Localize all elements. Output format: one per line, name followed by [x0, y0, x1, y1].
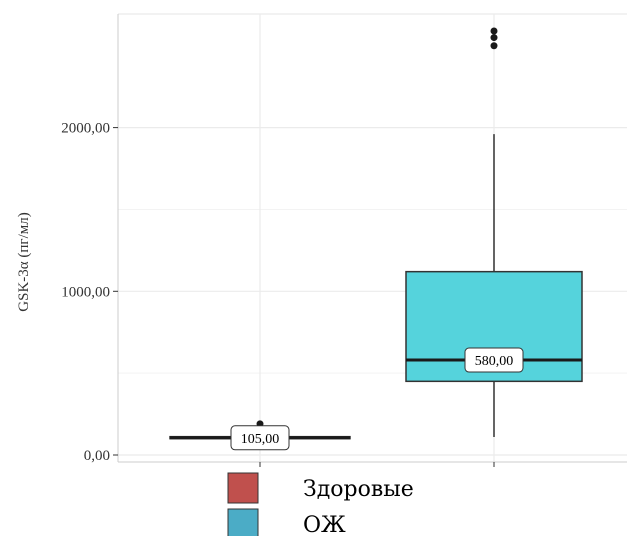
legend: Здоровые ОЖ [227, 472, 414, 536]
y-tick-label: 1000,00 [61, 284, 110, 300]
median-label-box [464, 347, 524, 373]
legend-swatch [227, 508, 259, 536]
legend-label: Здоровые [303, 477, 414, 502]
box-group: 105,00 [169, 420, 351, 451]
y-axis-title: GSK-3α (пг/мл) [16, 212, 32, 311]
y-tick-label: 0,00 [84, 448, 110, 464]
median-label: 105,00 [241, 432, 280, 447]
y-tick-label: 2000,00 [61, 121, 110, 137]
box-series: 105,00 580,00 [169, 27, 583, 451]
grid-lines [118, 13, 627, 462]
outlier-point [490, 42, 498, 50]
outlier-point [490, 27, 498, 35]
legend-item: ОЖ [227, 508, 346, 536]
median-label: 580,00 [475, 354, 514, 369]
legend-label: ОЖ [303, 513, 346, 536]
legend-swatch [227, 472, 259, 504]
y-axis: 0,00 1000,00 2000,00 [61, 14, 627, 467]
box-group: 580,00 [405, 27, 583, 437]
legend-item: Здоровые [227, 472, 414, 504]
median-label-box [230, 425, 290, 451]
outlier-point [490, 34, 498, 42]
